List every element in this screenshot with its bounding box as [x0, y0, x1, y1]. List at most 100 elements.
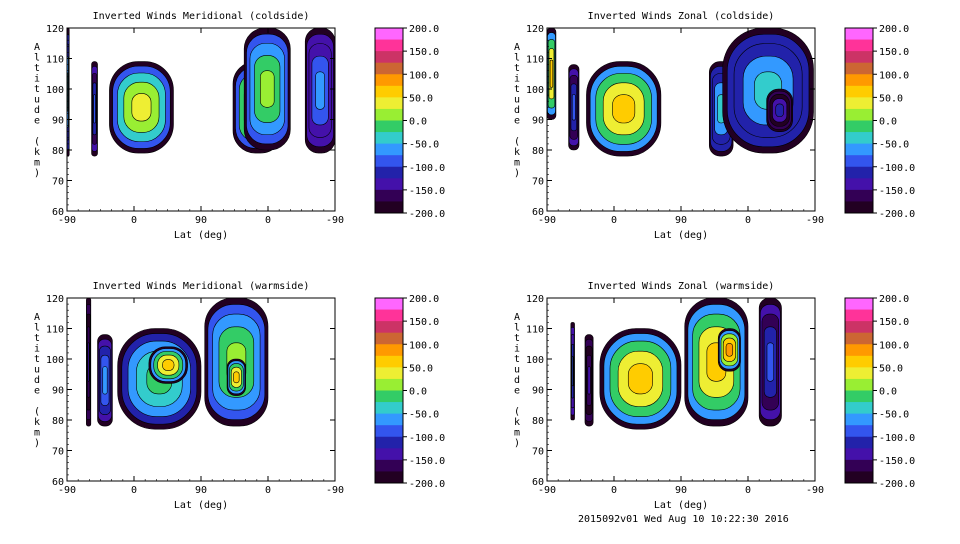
x-tick-label: 90	[675, 485, 687, 496]
colorbar-swatch	[375, 390, 403, 403]
contour-region	[549, 59, 554, 88]
colorbar-swatch	[845, 378, 873, 391]
y-tick-label: 80	[532, 146, 544, 157]
colorbar-swatch	[375, 166, 403, 179]
y-tick-label: 70	[532, 447, 544, 458]
colorbar-swatch	[375, 143, 403, 156]
contour-region	[571, 356, 574, 387]
colorbar-swatch	[845, 201, 873, 214]
colorbar-tick-label: 0.0	[409, 387, 427, 398]
y-tick-label: 70	[52, 177, 64, 188]
contour-region	[725, 343, 734, 357]
contour-fill-group	[67, 28, 335, 157]
colorbar-tick-label: -100.0	[879, 433, 915, 444]
colorbar-swatch	[375, 344, 403, 357]
y-tick-label: 80	[52, 416, 64, 427]
contour-region	[612, 94, 636, 124]
y-tick-label: 80	[52, 146, 64, 157]
colorbar-swatch	[375, 425, 403, 438]
contour-region	[93, 94, 96, 124]
x-tick-label: 0	[131, 485, 137, 496]
contour-region	[131, 93, 152, 122]
contour-region	[766, 342, 774, 382]
colorbar-tick-label: 100.0	[409, 70, 439, 81]
colorbar-swatch	[845, 309, 873, 322]
colorbar-swatch	[845, 132, 873, 145]
contour-region	[587, 366, 591, 395]
y-tick-label: 110	[526, 325, 544, 336]
colorbar-tick-label: 100.0	[879, 340, 909, 351]
y-tick-label: 90	[52, 116, 64, 127]
y-tick-label: 60	[532, 207, 544, 218]
contour-region	[315, 71, 325, 110]
y-tick-label: 60	[532, 477, 544, 488]
colorbar-swatch	[375, 74, 403, 87]
colorbar-tick-label: 100.0	[409, 340, 439, 351]
chart-title: Inverted Winds Meridional (coldside)	[93, 11, 310, 22]
colorbar-swatch	[845, 355, 873, 368]
y-tick-label: 110	[526, 55, 544, 66]
chart-title: Inverted Winds Zonal (coldside)	[588, 11, 775, 22]
y-tick-label: 100	[526, 355, 544, 366]
y-tick-label: 120	[46, 294, 64, 305]
colorbar-tick-label: 200.0	[409, 24, 439, 35]
colorbar-tick-label: 0.0	[409, 117, 427, 128]
y-tick-label: 60	[52, 477, 64, 488]
y-tick-label: 90	[52, 386, 64, 397]
colorbar-tick-label: -100.0	[409, 433, 445, 444]
colorbar-swatch	[845, 85, 873, 98]
colorbar-swatch	[375, 471, 403, 484]
chart-title: Inverted Winds Meridional (warmside)	[93, 281, 310, 292]
colorbar: 200.0 150.0 100.0 50.0 0.0 -50.0 -100.0 -150.0 -…	[374, 294, 445, 490]
colorbar-swatch	[845, 120, 873, 133]
chart-panel-2: 60 70 80 90 100 110 120 -90 0 90 0 -90 Inverted Wind…	[34, 281, 445, 511]
x-axis-label: Lat (deg)	[654, 230, 708, 241]
colorbar-tick-label: -150.0	[409, 186, 445, 197]
colorbar-swatch	[375, 108, 403, 121]
colorbar-tick-label: 0.0	[879, 117, 897, 128]
contour-region	[233, 371, 240, 384]
colorbar-swatch	[845, 166, 873, 179]
y-tick-label: 110	[46, 55, 64, 66]
colorbar-swatch	[375, 298, 403, 311]
chart-panel-3: 60 70 80 90 100 110 120 -90 0 90 0 -90 Inverted Wind…	[514, 281, 915, 511]
colorbar-tick-label: 50.0	[409, 93, 433, 104]
x-tick-label: -90	[806, 215, 824, 226]
colorbar-tick-label: 200.0	[409, 294, 439, 305]
colorbar-tick-label: -50.0	[409, 140, 439, 151]
colorbar-swatch	[375, 39, 403, 52]
colorbar-swatch	[375, 62, 403, 75]
contour-fill-group	[86, 298, 269, 430]
colorbar-swatch	[375, 51, 403, 64]
colorbar: 200.0 150.0 100.0 50.0 0.0 -50.0 -100.0 -150.0 -…	[844, 24, 915, 220]
colorbar-tick-label: -100.0	[409, 163, 445, 174]
colorbar-swatch	[375, 378, 403, 391]
y-tick-label: 90	[532, 386, 544, 397]
plot-frame	[66, 27, 336, 212]
colorbar-tick-label: 200.0	[879, 24, 909, 35]
colorbar-swatch	[845, 108, 873, 121]
x-axis-label: Lat (deg)	[654, 500, 708, 511]
contour-region	[87, 342, 90, 382]
y-tick-label: 80	[532, 416, 544, 427]
colorbar: 200.0 150.0 100.0 50.0 0.0 -50.0 -100.0 -150.0 -…	[374, 24, 445, 220]
colorbar-tick-label: 50.0	[409, 363, 433, 374]
x-tick-label: 0	[611, 485, 617, 496]
colorbar-swatch	[845, 155, 873, 168]
colorbar-swatch	[845, 28, 873, 41]
colorbar-tick-label: -200.0	[409, 209, 445, 220]
colorbar-swatch	[375, 367, 403, 380]
colorbar-tick-label: 0.0	[879, 387, 897, 398]
colorbar-swatch	[375, 332, 403, 345]
y-tick-label: 120	[46, 24, 64, 35]
colorbar-swatch	[375, 97, 403, 110]
colorbar-swatch	[845, 97, 873, 110]
colorbar-swatch	[375, 321, 403, 334]
colorbar-swatch	[375, 459, 403, 472]
colorbar-swatch	[375, 309, 403, 322]
colorbar-swatch	[845, 332, 873, 345]
colorbar-tick-label: 200.0	[879, 294, 909, 305]
